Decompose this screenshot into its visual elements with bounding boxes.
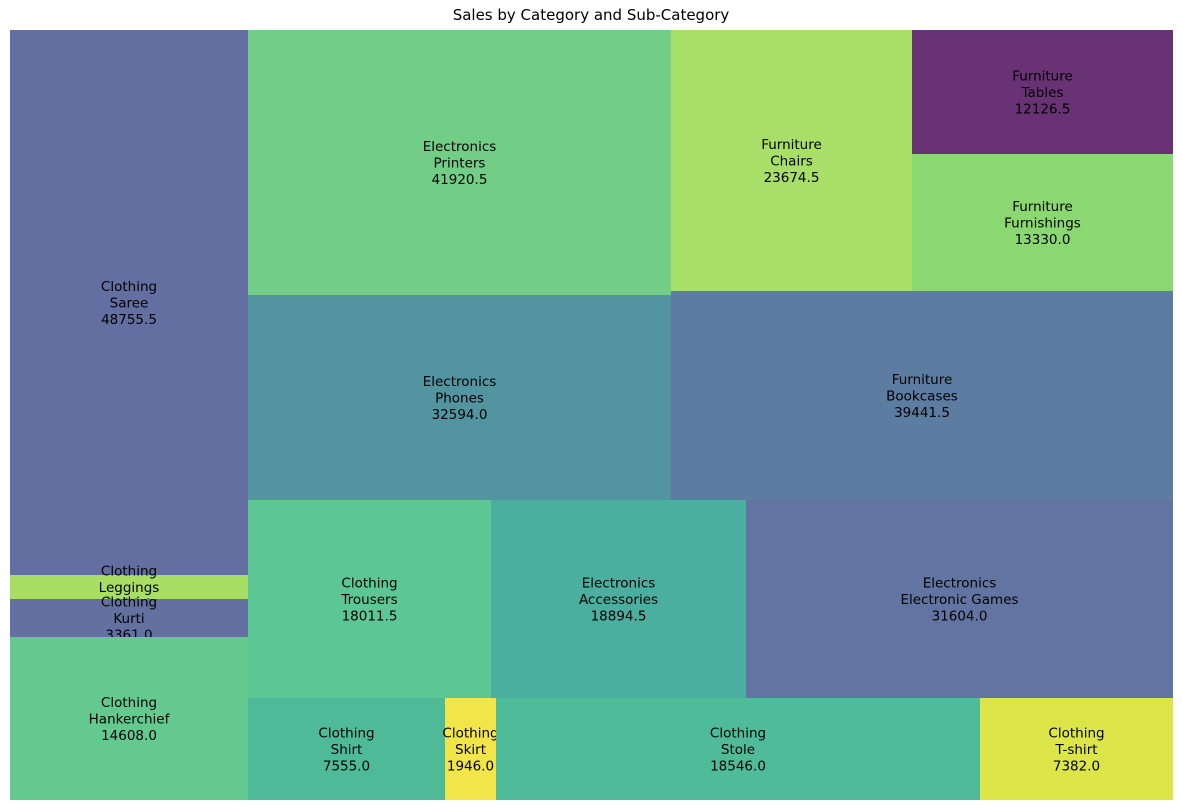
treemap-tile-phones: [248, 295, 671, 500]
tile-subcategory-label-accessories: Accessories: [579, 592, 658, 608]
tile-value-label-hankerchief: 14608.0: [101, 728, 157, 744]
tile-category-label-saree: Clothing: [101, 279, 157, 295]
tile-category-label-skirt: Clothing: [442, 726, 498, 742]
tile-value-label-bookcases: 39441.5: [894, 405, 950, 421]
tile-value-label-electronic-games: 31604.0: [932, 608, 988, 624]
treemap-tile-chairs: [671, 30, 912, 291]
treemap-tile-hankerchief: [10, 637, 248, 800]
chart-title: Sales by Category and Sub-Category: [452, 6, 730, 24]
tile-subcategory-label-chairs: Chairs: [770, 154, 813, 170]
tile-value-label-accessories: 18894.5: [591, 608, 647, 624]
tile-category-label-shirt: Clothing: [318, 726, 374, 742]
tile-subcategory-label-leggings: Leggings: [99, 580, 160, 596]
tile-subcategory-label-electronic-games: Electronic Games: [900, 592, 1018, 608]
tile-subcategory-label-kurti: Kurti: [113, 611, 144, 627]
tile-value-label-stole: 18546.0: [710, 758, 766, 774]
tile-subcategory-label-stole: Stole: [721, 742, 755, 758]
treemap-tile-printers: [248, 30, 671, 295]
tile-value-label-t-shirt: 7382.0: [1053, 758, 1100, 774]
tile-value-label-saree: 48755.5: [101, 312, 157, 328]
tile-subcategory-label-t-shirt: T-shirt: [1054, 742, 1097, 758]
treemap-tile-t-shirt: [980, 698, 1173, 800]
treemap-tile-stole: [496, 698, 980, 800]
tile-category-label-hankerchief: Clothing: [101, 695, 157, 711]
treemap-tile-furnishings: [912, 154, 1173, 291]
treemap-tile-leggings: [10, 575, 248, 599]
tile-category-label-t-shirt: Clothing: [1048, 726, 1104, 742]
treemap-tile-tables: [912, 30, 1173, 154]
tile-subcategory-label-saree: Saree: [110, 296, 149, 312]
tile-subcategory-label-tables: Tables: [1021, 85, 1064, 101]
treemap-tile-electronic-games: [746, 500, 1173, 698]
tile-category-label-trousers: Clothing: [341, 576, 397, 592]
tile-value-label-trousers: 18011.5: [342, 608, 398, 624]
treemap-tile-shirt: [248, 698, 445, 800]
treemap-tile-kurti: [10, 599, 248, 637]
tile-category-label-kurti: Clothing: [101, 595, 157, 611]
tile-category-label-stole: Clothing: [710, 726, 766, 742]
tile-value-label-tables: 12126.5: [1015, 101, 1071, 117]
treemap-tile-accessories: [491, 500, 746, 698]
tile-subcategory-label-bookcases: Bookcases: [886, 389, 958, 405]
tile-value-label-phones: 32594.0: [432, 407, 488, 423]
tile-subcategory-label-printers: Printers: [434, 156, 486, 172]
tile-value-label-furnishings: 13330.0: [1015, 232, 1071, 248]
tile-category-label-printers: Electronics: [423, 139, 497, 155]
tile-subcategory-label-shirt: Shirt: [331, 742, 363, 758]
tile-category-label-leggings: Clothing: [101, 564, 157, 580]
tile-value-label-printers: 41920.5: [432, 172, 488, 188]
treemap-tile-saree: [10, 30, 248, 575]
tile-value-label-shirt: 7555.0: [323, 758, 370, 774]
tile-category-label-chairs: Furniture: [761, 137, 822, 153]
tile-subcategory-label-skirt: Skirt: [455, 742, 486, 758]
tile-value-label-skirt: 1946.0: [447, 758, 494, 774]
tile-subcategory-label-trousers: Trousers: [340, 592, 397, 608]
treemap-tile-trousers: [248, 500, 491, 698]
tile-subcategory-label-hankerchief: Hankerchief: [89, 712, 171, 728]
tile-subcategory-label-furnishings: Furnishings: [1004, 216, 1081, 232]
tile-category-label-electronic-games: Electronics: [923, 576, 997, 592]
treemap-tile-skirt: [445, 698, 496, 800]
tile-value-label-chairs: 23674.5: [764, 170, 820, 186]
tile-category-label-accessories: Electronics: [582, 576, 656, 592]
tile-subcategory-label-phones: Phones: [435, 391, 484, 407]
treemap-tile-bookcases: [671, 291, 1173, 500]
tile-category-label-furnishings: Furniture: [1012, 199, 1073, 215]
tile-category-label-tables: Furniture: [1012, 69, 1073, 85]
tile-category-label-bookcases: Furniture: [892, 372, 953, 388]
tile-category-label-phones: Electronics: [423, 374, 497, 390]
